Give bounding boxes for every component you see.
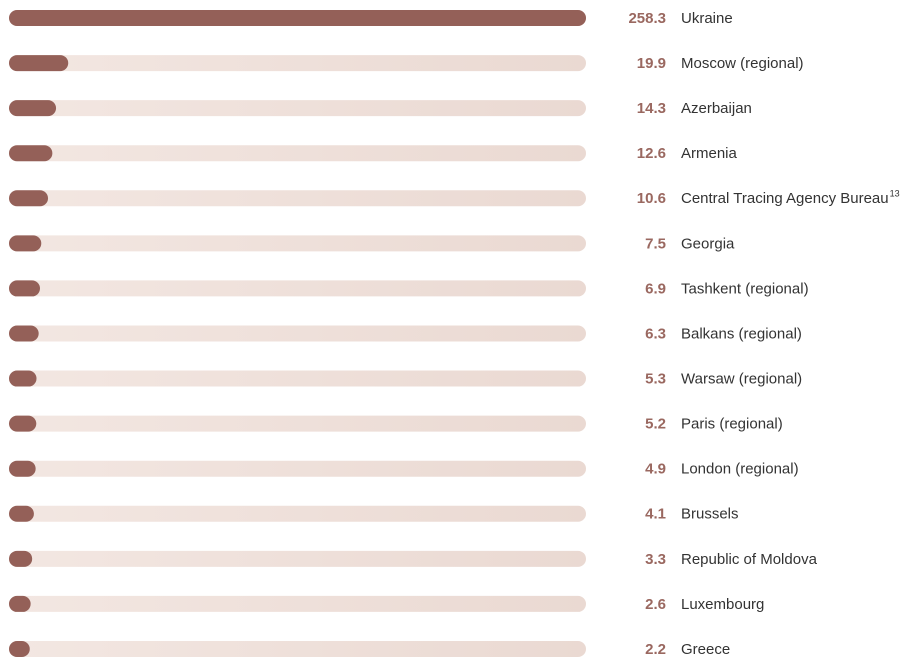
bar xyxy=(9,280,40,297)
bar-track xyxy=(9,415,586,432)
footnote-mark: 13 xyxy=(890,189,900,199)
category-label: Brussels xyxy=(681,506,739,523)
bar-track xyxy=(9,235,586,252)
value-label: 10.6 xyxy=(637,190,666,207)
value-label: 6.9 xyxy=(645,280,666,297)
category-label: Georgia xyxy=(681,235,735,252)
bar-track xyxy=(9,460,586,477)
value-label: 4.9 xyxy=(645,461,666,478)
category-label: Warsaw (regional) xyxy=(681,371,802,388)
bar-track xyxy=(9,595,586,612)
category-label: London (regional) xyxy=(681,461,799,478)
bar xyxy=(9,145,53,162)
value-label: 14.3 xyxy=(637,100,666,117)
bar xyxy=(9,10,586,26)
bar xyxy=(9,100,57,117)
bar-track xyxy=(9,280,586,297)
value-label: 12.6 xyxy=(637,145,666,162)
value-label: 258.3 xyxy=(628,10,666,27)
bar xyxy=(9,460,36,477)
value-label: 6.3 xyxy=(645,325,666,342)
bar xyxy=(9,55,69,72)
bar-track xyxy=(9,505,586,522)
category-label: Balkans (regional) xyxy=(681,325,802,342)
category-label: Luxembourg xyxy=(681,596,764,613)
value-label: 7.5 xyxy=(645,235,666,252)
bar-track xyxy=(9,145,586,162)
category-label: Republic of Moldova xyxy=(681,551,818,568)
category-label: Paris (regional) xyxy=(681,416,783,433)
bar xyxy=(9,550,33,567)
category-label: Moscow (regional) xyxy=(681,55,804,72)
bar-track xyxy=(9,55,586,72)
category-label: Armenia xyxy=(681,145,738,162)
category-label: Greece xyxy=(681,641,730,658)
value-label: 2.2 xyxy=(645,641,666,658)
bar-track xyxy=(9,190,586,207)
category-label: Tashkent (regional) xyxy=(681,280,809,297)
category-label: Central Tracing Agency Bureau xyxy=(681,190,889,207)
bar xyxy=(9,595,31,612)
bar-track xyxy=(9,550,586,567)
value-label: 5.3 xyxy=(645,371,666,388)
value-label: 19.9 xyxy=(637,55,666,72)
bar xyxy=(9,325,39,342)
bar-track xyxy=(9,640,586,657)
bar xyxy=(9,640,30,657)
bar-track xyxy=(9,370,586,387)
value-label: 5.2 xyxy=(645,416,666,433)
bar-track xyxy=(9,325,586,342)
category-label: Ukraine xyxy=(681,10,733,27)
bar xyxy=(9,235,42,252)
bar xyxy=(9,370,37,387)
bar xyxy=(9,190,49,207)
value-label: 3.3 xyxy=(645,551,666,568)
value-label: 4.1 xyxy=(645,506,666,523)
value-label: 2.6 xyxy=(645,596,666,613)
category-label: Azerbaijan xyxy=(681,100,752,117)
bar xyxy=(9,415,37,432)
bar xyxy=(9,505,34,522)
bar-track xyxy=(9,100,586,117)
